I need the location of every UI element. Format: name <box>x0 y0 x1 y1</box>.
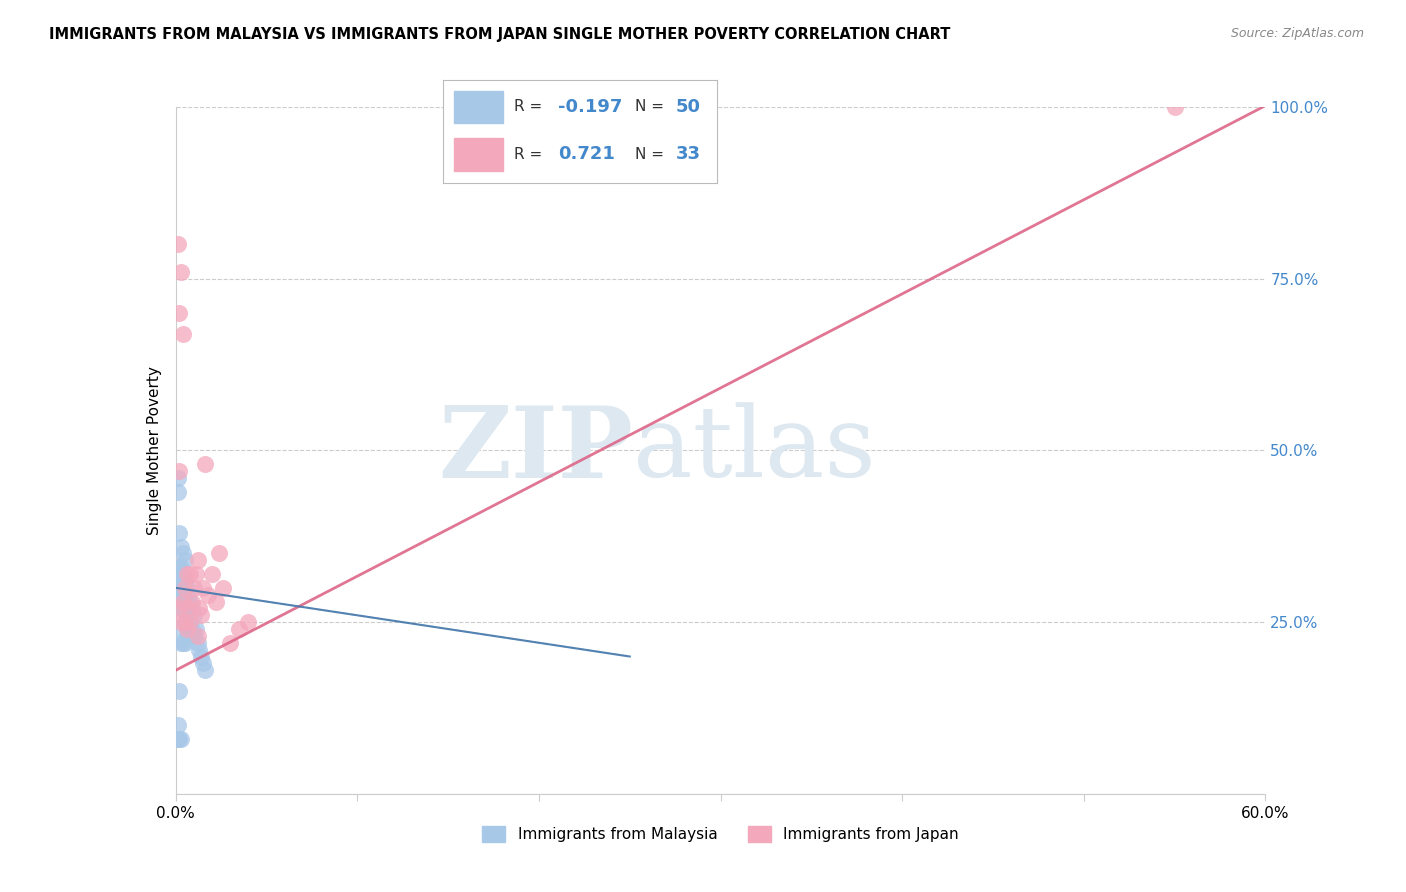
Point <box>186 629 209 643</box>
Text: atlas: atlas <box>633 402 876 499</box>
Point <box>238 615 260 630</box>
Point <box>177 588 200 602</box>
Point <box>179 594 201 608</box>
Point <box>179 615 201 630</box>
Bar <box>454 91 503 123</box>
Text: N =: N = <box>636 146 664 161</box>
Point <box>179 567 201 582</box>
Text: -0.197: -0.197 <box>558 98 623 116</box>
Point <box>173 594 195 608</box>
Point <box>194 663 217 677</box>
Text: IMMIGRANTS FROM MALAYSIA VS IMMIGRANTS FROM JAPAN SINGLE MOTHER POVERTY CORRELAT: IMMIGRANTS FROM MALAYSIA VS IMMIGRANTS F… <box>49 27 950 42</box>
Point <box>166 581 188 595</box>
Point <box>186 553 209 567</box>
Point <box>166 237 188 252</box>
Point <box>172 594 194 608</box>
Point <box>172 546 194 561</box>
Point <box>166 567 188 582</box>
Point <box>1163 100 1185 114</box>
Point <box>170 581 193 595</box>
Point <box>170 560 193 574</box>
Point <box>173 615 195 630</box>
Point <box>219 636 242 650</box>
Point <box>176 581 198 595</box>
Text: ZIP: ZIP <box>439 402 633 499</box>
Point <box>186 636 209 650</box>
Point <box>188 642 211 657</box>
Point <box>197 588 219 602</box>
Point <box>177 601 200 615</box>
Text: 0.721: 0.721 <box>558 145 614 163</box>
Text: 50: 50 <box>676 98 702 116</box>
Point <box>191 657 214 671</box>
Point <box>177 601 200 615</box>
Text: R =: R = <box>515 99 543 114</box>
Point <box>172 636 194 650</box>
Point <box>176 622 198 636</box>
Point <box>166 471 188 485</box>
Point <box>176 594 198 608</box>
Point <box>169 464 191 478</box>
Point <box>170 615 193 630</box>
Point <box>170 601 193 615</box>
Point <box>170 636 193 650</box>
Point <box>183 581 205 595</box>
Point <box>170 622 193 636</box>
Text: R =: R = <box>515 146 543 161</box>
Point <box>179 608 201 623</box>
Point <box>166 718 188 732</box>
Point <box>204 594 226 608</box>
Point <box>170 540 193 554</box>
Point <box>194 457 217 471</box>
Point <box>184 622 207 636</box>
Point <box>166 731 188 746</box>
Point <box>177 629 200 643</box>
Point <box>173 581 195 595</box>
Y-axis label: Single Mother Poverty: Single Mother Poverty <box>146 366 162 535</box>
Point <box>172 588 194 602</box>
Bar <box>454 137 503 170</box>
Point <box>169 683 191 698</box>
Point <box>176 615 198 630</box>
Point <box>177 615 200 630</box>
Point <box>179 622 201 636</box>
Point <box>172 567 194 582</box>
Point <box>228 622 250 636</box>
Point <box>212 581 235 595</box>
Point <box>173 553 195 567</box>
Point <box>201 567 224 582</box>
Point <box>169 601 191 615</box>
Point <box>184 567 207 582</box>
Point <box>181 601 204 615</box>
Point <box>173 574 195 588</box>
Point <box>173 615 195 630</box>
Point <box>170 265 193 279</box>
Point <box>183 629 205 643</box>
Point <box>173 636 195 650</box>
Point <box>172 326 194 341</box>
Point <box>169 525 191 540</box>
Point <box>191 581 214 595</box>
Text: Source: ZipAtlas.com: Source: ZipAtlas.com <box>1230 27 1364 40</box>
Point <box>169 560 191 574</box>
Point <box>208 546 231 561</box>
Point <box>176 567 198 582</box>
Point <box>183 608 205 623</box>
Point <box>190 608 212 623</box>
Point <box>188 601 211 615</box>
Point <box>176 629 198 643</box>
Text: 33: 33 <box>676 145 702 163</box>
Point <box>169 581 191 595</box>
Point <box>169 731 191 746</box>
Text: N =: N = <box>636 99 664 114</box>
Point <box>169 594 191 608</box>
Legend: Immigrants from Malaysia, Immigrants from Japan: Immigrants from Malaysia, Immigrants fro… <box>477 820 965 848</box>
Point <box>170 731 193 746</box>
Point <box>169 306 191 320</box>
Point <box>166 484 188 499</box>
Point <box>190 649 212 664</box>
Point <box>172 601 194 615</box>
Point <box>181 594 204 608</box>
Point <box>181 622 204 636</box>
